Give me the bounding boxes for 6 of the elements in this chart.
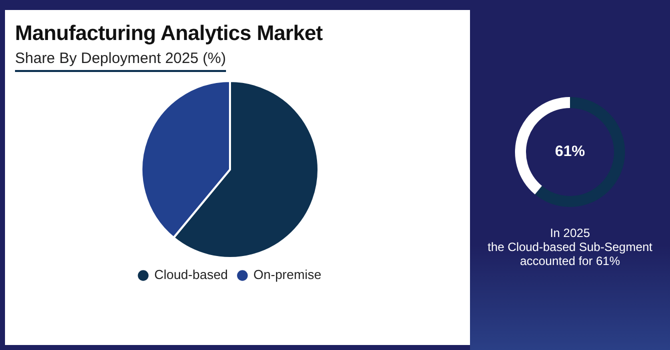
legend-label: On-premise bbox=[253, 267, 322, 282]
legend-label: Cloud-based bbox=[154, 267, 228, 282]
text: In 2025 the Cloud-based Sub-Segment accounted for 61% bbox=[486, 226, 654, 268]
data-label: 61% bbox=[554, 143, 586, 160]
chart-subtitle: Share By Deployment 2025 (%) bbox=[15, 50, 226, 72]
chart-title: Manufacturing Analytics Market bbox=[15, 22, 323, 46]
